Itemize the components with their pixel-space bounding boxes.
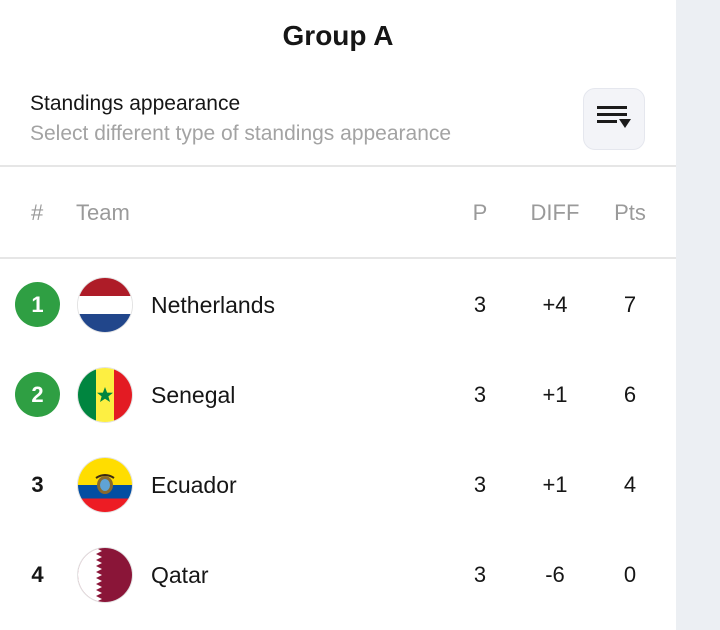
netherlands-flag-icon xyxy=(78,278,132,332)
played-value: 3 xyxy=(473,292,487,317)
team-name: Qatar xyxy=(151,562,209,588)
points-value: 7 xyxy=(623,292,637,317)
standings-appearance-title: Standings appearance xyxy=(30,92,241,115)
played-value: 3 xyxy=(473,562,487,587)
column-header-played: P xyxy=(472,200,488,225)
points-value: 0 xyxy=(623,562,637,587)
column-header-rank: # xyxy=(31,200,44,225)
diff-value: -6 xyxy=(545,562,565,587)
team-name: Netherlands xyxy=(151,292,276,318)
qatar-flag-icon xyxy=(78,548,132,602)
standings-appearance-button[interactable] xyxy=(583,88,645,150)
standings-card: Group A Standings appearance Select diff… xyxy=(0,0,676,630)
column-header-diff: DIFF xyxy=(530,200,580,225)
played-value: 3 xyxy=(473,382,487,407)
standings-appearance-section: Standings appearance Select different ty… xyxy=(30,92,451,146)
diff-value: +1 xyxy=(542,472,568,497)
standings-appearance-subtitle: Select different type of standings appea… xyxy=(30,122,452,145)
header-divider xyxy=(0,165,676,167)
table-row-netherlands[interactable]: 1 Netherlands 3 +4 7 xyxy=(0,260,676,350)
table-row-ecuador[interactable]: 3 Ecuador 3 +1 4 xyxy=(0,440,676,530)
senegal-flag-icon xyxy=(78,368,132,422)
played-value: 3 xyxy=(473,472,487,497)
team-name: Ecuador xyxy=(151,472,237,498)
ecuador-flag-icon xyxy=(78,458,132,512)
sort-list-icon xyxy=(597,104,631,135)
points-value: 4 xyxy=(623,472,637,497)
table-header-divider xyxy=(0,257,676,259)
rank-number: 3 xyxy=(31,471,44,497)
rank-number: 4 xyxy=(31,561,44,587)
group-title: Group A xyxy=(282,20,394,51)
column-header-team: Team xyxy=(76,200,130,225)
diff-value: +1 xyxy=(542,382,568,407)
team-name: Senegal xyxy=(151,382,236,408)
rank-badge: 2 xyxy=(15,372,60,417)
column-header-points: Pts xyxy=(614,200,646,225)
table-row-senegal[interactable]: 2 Senegal 3 +1 6 xyxy=(0,350,676,440)
table-row-qatar[interactable]: 4 Qatar 3 -6 0 xyxy=(0,530,676,620)
diff-value: +4 xyxy=(542,292,568,317)
points-value: 6 xyxy=(623,382,637,407)
rank-badge: 1 xyxy=(15,282,60,327)
